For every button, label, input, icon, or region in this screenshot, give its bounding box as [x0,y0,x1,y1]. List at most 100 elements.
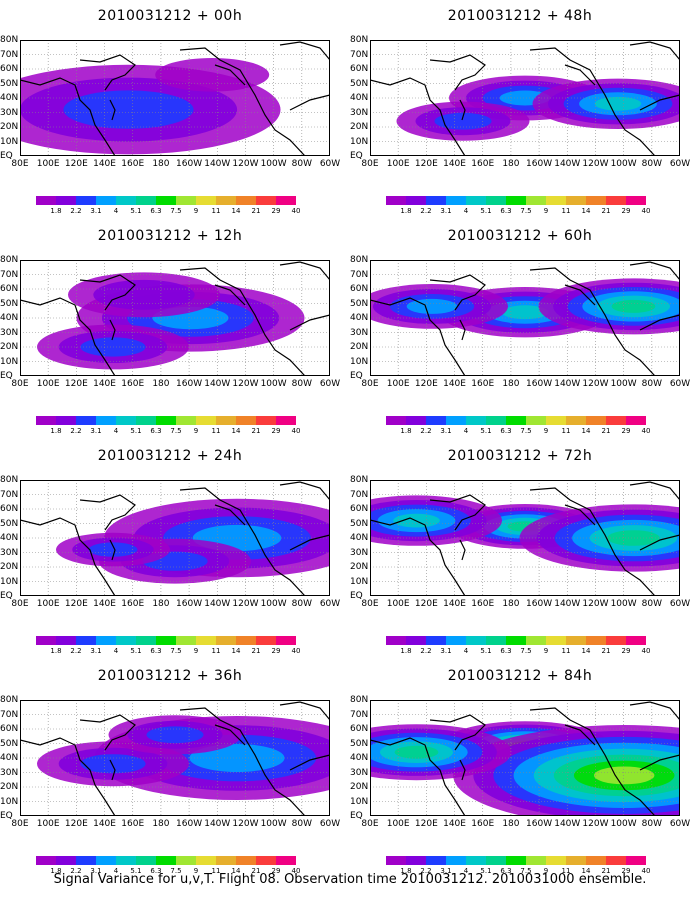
longitude-label: 140W [204,159,231,169]
colorbar-label: 14 [581,427,591,435]
latitude-label: 50N [0,738,19,749]
map-border [20,480,330,596]
longitude-label: 140W [554,819,581,829]
colorbar-label: 14 [581,647,591,655]
colorbar-swatch [406,636,426,645]
coastline [459,759,466,781]
longitude-label: 100W [260,819,287,829]
colorbar-swatch [136,856,156,865]
latitude-label: 50N [350,518,369,529]
colorbar-label: 3.1 [440,427,452,435]
latitude-label: 30N [350,547,369,558]
variance-map [356,260,700,377]
latitude-label: 50N [0,78,19,89]
colorbar-swatch [276,416,296,425]
coastline [79,54,136,91]
latitude-label: 60N [350,724,369,734]
colorbar-label: 9 [543,867,549,875]
latitude-label: 10N [0,796,19,807]
longitude-label: 180 [152,379,170,389]
colorbar-label: 4 [113,207,119,215]
longitude-label: 60W [319,159,341,169]
colorbar-label: 6.3 [150,427,162,435]
colorbar-swatch [216,856,236,865]
coastline [459,99,466,121]
map-panel: 2010031212 + 00h 1.8 2.2 3.1 4 5.1 6.3 7.5 9 11 14… [0,0,340,220]
longitude-label: 160E [471,819,495,829]
colorbar-label: 3.1 [90,647,102,655]
colorbar-swatch [256,636,276,645]
latitude-label: 50N [350,738,369,749]
colorbar-swatch [506,196,526,205]
colorbar-label: 2.2 [420,867,432,875]
colorbar-label: 1.8 [50,867,62,875]
longitude-label: 100W [610,379,637,389]
variance-contour [406,298,458,314]
longitude-label: 100E [36,159,60,169]
latitude-label: EQ [350,151,363,161]
coastline [214,724,246,746]
coastline [529,267,656,377]
colorbar-label: 29 [271,647,281,655]
colorbar-label: 1.8 [400,647,412,655]
latitude-label: 20N [350,342,369,352]
panel-title: 2010031212 + 00h [97,8,243,24]
colorbar-swatch [236,416,256,425]
longitude-label: 160W [176,379,203,389]
longitude-label: 140W [554,379,581,389]
coastline [19,517,116,597]
variance-contour [155,58,270,92]
colorbar-swatch [176,196,196,205]
colorbar-swatch [446,636,466,645]
colorbar-swatch [156,856,176,865]
longitude-label: 160W [526,379,553,389]
latitude-label: EQ [0,151,13,161]
colorbar-label: 6.3 [500,207,512,215]
longitude-label: 120E [64,819,88,829]
colorbar-swatch [136,636,156,645]
variance-map [19,480,370,597]
colorbar-label: 1.8 [400,867,412,875]
coastline [369,77,466,157]
longitude-label: 160E [471,379,495,389]
colorbar-swatch [586,856,606,865]
longitude-label: 180 [152,599,170,609]
coastline [179,47,306,157]
colorbar-label: 7.5 [520,867,532,875]
coastline [214,284,246,306]
longitude-label: 160W [176,159,203,169]
latitude-label: 80N [350,255,369,265]
variance-contour [434,112,492,130]
colorbar-label: 14 [231,867,241,875]
colorbar-label: 40 [641,647,651,655]
colorbar-swatch [446,196,466,205]
longitude-label: 140E [443,379,466,389]
coastline [564,504,596,526]
colorbar-label: 40 [291,427,301,435]
latitude-label: 70N [350,269,369,280]
longitude-label: 140W [554,599,581,609]
variance-contour [607,530,660,546]
colorbar-swatch [606,416,626,425]
colorbar-label: 40 [641,427,651,435]
colorbar-label: 6.3 [150,207,162,215]
colorbar-swatch [36,856,56,865]
colorbar-swatch [566,636,586,645]
colorbar-label: 14 [581,207,591,215]
map-frame: 80N 70N 60N 50N 40N 30N 20N 10N EQ 80E 100E 120E 140… [331,475,700,609]
colorbar-label: 21 [251,867,261,875]
latitude-label: 50N [350,298,369,309]
colorbar-label: 40 [641,867,651,875]
panel-title: 2010031212 + 12h [97,228,243,244]
longitude-label: 120E [64,159,88,169]
colorbar-swatch [466,856,486,865]
longitude-label: 140E [443,159,466,169]
latitude-label: 20N [350,782,369,792]
colorbar-swatch [256,856,276,865]
colorbar-swatch [156,196,176,205]
longitude-label: 180 [152,819,170,829]
longitude-label: 100E [386,379,410,389]
coastline [629,481,681,501]
longitude-label: 80W [291,379,312,389]
variance-contour [501,305,549,320]
